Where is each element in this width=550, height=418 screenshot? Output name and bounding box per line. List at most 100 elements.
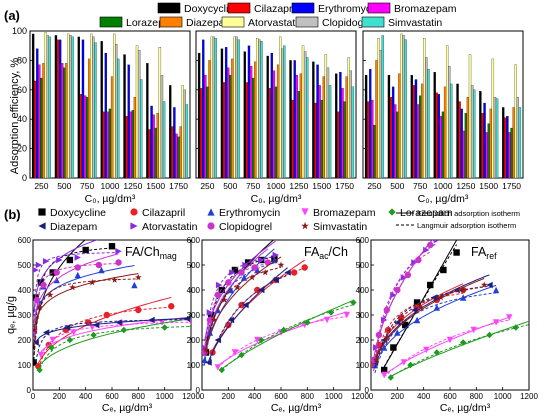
x-tick-label: 1200 — [351, 392, 369, 401]
bar-simvastatin — [162, 101, 166, 179]
point-clopidogrel — [238, 269, 245, 276]
bar-simvastatin — [140, 79, 143, 179]
bar-erythromycin — [483, 102, 486, 179]
bar-lorazepam — [206, 86, 209, 179]
point-clopidogrel — [214, 291, 221, 299]
point-simvastatin — [397, 316, 405, 323]
bar-lorazepam — [229, 74, 232, 179]
bar-diazepam — [345, 76, 348, 179]
bar-lorazepam — [274, 86, 278, 179]
bar-cilazapril — [435, 92, 438, 179]
bar-atorvastatin — [377, 38, 380, 179]
point-clopidogrel — [427, 241, 434, 249]
point-atorvastatin — [433, 240, 441, 244]
point-atorvastatin — [258, 256, 265, 264]
bar-doxycycline — [456, 83, 459, 179]
point-diazepam — [115, 319, 122, 326]
bar-clopidogrel — [425, 57, 428, 179]
y-tick-label: 500 — [18, 261, 32, 270]
freundlich-curve-atorvastatin — [33, 240, 99, 314]
bar-atorvastatin — [468, 54, 472, 179]
legend-label-simvastatin: Simvastatin — [388, 17, 442, 29]
x-tick-label: 250 — [34, 181, 48, 191]
point-diazepam — [258, 286, 265, 294]
legend-marker-bromazepam — [301, 208, 309, 216]
x-tick-label: 1200 — [182, 392, 200, 401]
bar-cilazapril — [102, 111, 105, 179]
y-tick-label: 0 — [365, 386, 370, 395]
point-bromazepam — [37, 351, 45, 359]
legend-marker-atorvastatin — [130, 222, 138, 230]
bar-lorazepam — [373, 124, 376, 179]
bar-clopidogrel — [402, 35, 405, 179]
point-lorazepam — [66, 336, 74, 344]
bar-diazepam — [466, 97, 470, 179]
legend-swatch-simvastatin — [361, 16, 385, 28]
bar-bromazepam — [227, 67, 230, 179]
langmuir-curve-bromazepam — [217, 316, 347, 369]
legend-label-langmuir: Langmuir adsorption isotherm — [417, 221, 516, 230]
legend-label-doxycycline: Doxycycline — [184, 3, 240, 15]
point-atorvastatin — [42, 258, 50, 265]
point-lorazepam — [433, 349, 441, 356]
point-cilazapril — [254, 286, 261, 294]
langmuir-curve-atorvastatin — [33, 252, 119, 337]
point-doxycycline — [108, 243, 116, 250]
freundlich-curve-lorazepam — [390, 320, 529, 377]
bar-atorvastatin — [112, 33, 116, 179]
point-bromazepam — [470, 326, 477, 334]
bar-erythromycin — [293, 60, 296, 179]
bar-simvastatin — [381, 35, 384, 179]
panel-b-subplot-title: FAac/Ch — [304, 245, 348, 261]
bar-doxycycline — [479, 91, 482, 179]
bar-simvastatin — [404, 39, 407, 179]
x-tick-label: 1500 — [312, 181, 331, 191]
bar-doxycycline — [100, 41, 103, 179]
point-doxycycline — [66, 256, 74, 264]
bar-doxycycline — [266, 55, 269, 179]
legend-marker-lorazepam — [388, 208, 396, 216]
bar-doxycycline — [146, 63, 149, 179]
point-lorazepam — [512, 324, 520, 331]
bar-simvastatin — [185, 104, 189, 179]
bar-atorvastatin — [181, 85, 184, 179]
point-clopidogrel — [225, 279, 232, 286]
bar-lorazepam — [177, 136, 180, 179]
legend-label-freundlich: Freundlich adsorption isotherm — [417, 209, 520, 218]
y-tick-label: 100 — [356, 361, 370, 370]
point-bromazepam — [158, 319, 166, 326]
bar-bromazepam — [38, 64, 41, 179]
bar-lorazepam — [131, 110, 135, 179]
point-bromazepam — [49, 336, 56, 344]
x-tick-label: 200 — [53, 392, 67, 401]
bar-erythromycin — [173, 107, 176, 179]
point-bromazepam — [380, 371, 388, 379]
bar-cilazapril — [337, 111, 340, 179]
bar-diazepam — [133, 97, 137, 179]
panel-b-xlabel: Cₑ, µg/dm³ — [440, 402, 491, 413]
point-simvastatin — [277, 261, 285, 268]
bar-doxycycline — [502, 107, 505, 179]
freundlich-curve-diazepam — [35, 317, 188, 343]
point-atorvastatin — [242, 261, 249, 269]
bar-bromazepam — [204, 74, 207, 179]
bar-erythromycin — [270, 52, 274, 179]
point-cilazapril — [168, 303, 175, 310]
legend-swatch-doxycycline — [157, 2, 181, 14]
point-erythromycin — [271, 256, 278, 264]
point-diazepam — [227, 316, 235, 324]
x-tick-label: 400 — [248, 392, 262, 401]
bar-lorazepam — [396, 111, 399, 179]
x-tick-label: 1250 — [289, 181, 308, 191]
bar-atorvastatin — [256, 38, 259, 179]
point-bromazepam — [400, 359, 408, 366]
bar-cilazapril — [200, 88, 203, 179]
bar-diazepam — [42, 63, 45, 179]
bar-bromazepam — [416, 104, 420, 179]
point-lorazepam — [218, 366, 225, 374]
bar-lorazepam — [343, 101, 346, 179]
point-atorvastatin — [74, 254, 81, 261]
x-tick-label: 1750 — [335, 181, 354, 191]
point-atorvastatin — [35, 261, 43, 269]
